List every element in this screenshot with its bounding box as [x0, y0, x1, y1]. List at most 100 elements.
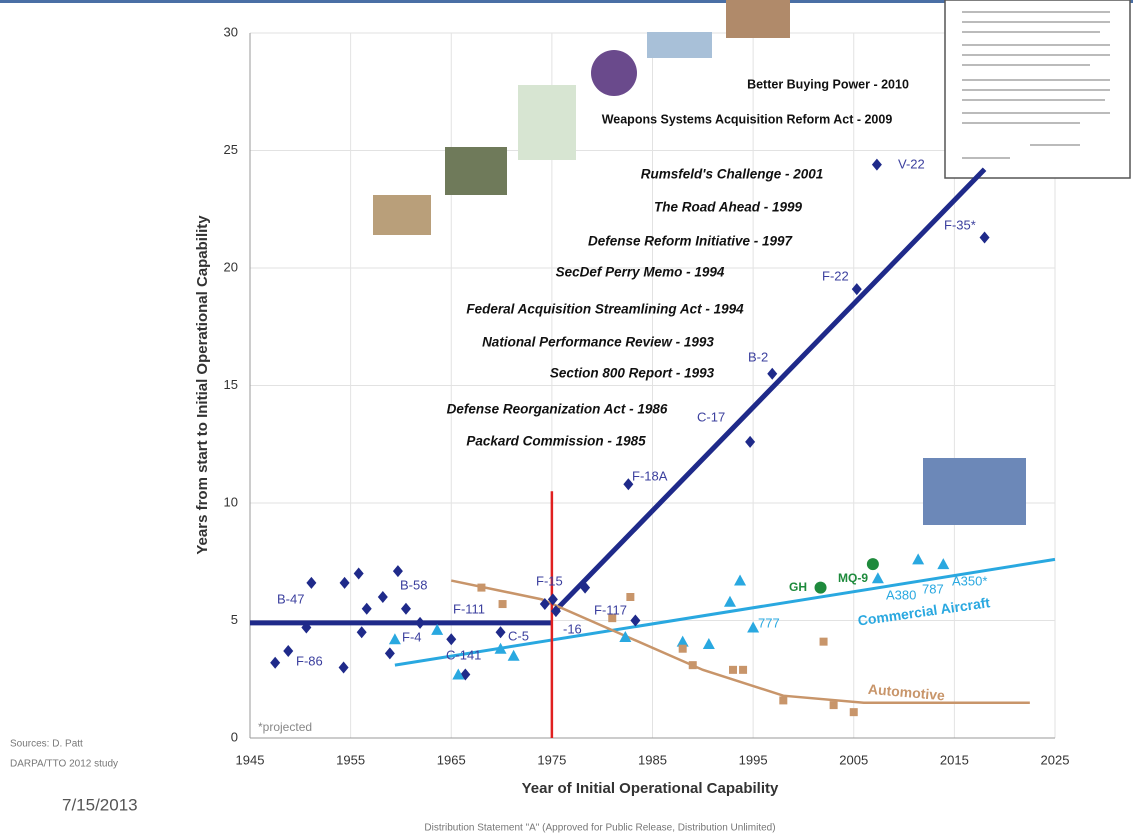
x-tick-label: 1945 [236, 752, 265, 767]
policy-event: Section 800 Report - 1993 [550, 366, 715, 381]
x-tick-label: 1975 [537, 752, 566, 767]
point [912, 553, 924, 564]
policy-event: SecDef Perry Memo - 1994 [556, 265, 725, 280]
point-label: B-58 [400, 577, 427, 592]
point [283, 645, 293, 657]
y-tick-label: 25 [224, 142, 238, 157]
point-label: C-141 [446, 647, 481, 662]
point [703, 638, 715, 649]
point [724, 596, 736, 607]
y-tick-label: 30 [224, 24, 238, 39]
line-label: Automotive [867, 681, 945, 704]
point [496, 626, 506, 638]
point [477, 584, 485, 592]
y-axis-title: Years from start to Initial Operational … [194, 215, 211, 555]
page: 0 5 10 15 20 25 30 1945 1955 1965 1975 1985 1995 2005… [0, 0, 1133, 836]
image [591, 50, 637, 96]
point [431, 624, 443, 635]
image [923, 458, 1026, 525]
point-label: MQ-9 [838, 571, 868, 585]
x-tick-label: 1965 [437, 752, 466, 767]
line-label: Commercial Aircraft [857, 594, 992, 628]
point-label: F-22 [822, 268, 849, 283]
point-label: F-117 [594, 602, 627, 617]
y-tick-label: 0 [231, 729, 238, 744]
point-label: 787 [922, 581, 944, 596]
point [689, 661, 697, 669]
point [872, 572, 884, 583]
x-tick-label: 1955 [336, 752, 365, 767]
policy-event: Defense Reorganization Act - 1986 [447, 402, 668, 417]
source-line: DARPA/TTO 2012 study [10, 759, 118, 770]
policy-event: Packard Commission - 1985 [466, 434, 646, 449]
y-tick-label: 15 [224, 377, 238, 392]
point [389, 633, 401, 644]
image [726, 0, 790, 38]
image [518, 85, 576, 160]
point [734, 575, 746, 586]
policy-event: Better Buying Power - 2010 [747, 77, 909, 91]
date: 7/15/2013 [62, 795, 138, 814]
point [393, 565, 403, 577]
point [339, 662, 349, 674]
policy-event: Defense Reform Initiative - 1997 [588, 234, 794, 249]
source-line: Sources: D. Patt [10, 739, 83, 750]
x-tick-label: 1985 [638, 752, 667, 767]
point [937, 558, 949, 569]
point-label: F-4 [402, 629, 422, 644]
point-label: F-111 [453, 601, 485, 616]
point [357, 626, 367, 638]
point [767, 368, 777, 380]
point [401, 603, 411, 615]
point-label: F-35* [944, 217, 976, 232]
point [850, 708, 858, 716]
point-label: V-22 [898, 156, 925, 171]
point-label: A350* [952, 573, 987, 588]
point [385, 647, 395, 659]
point-label: -16 [563, 621, 582, 636]
x-tick-label: 1995 [739, 752, 768, 767]
point [340, 577, 350, 589]
point-label: C-5 [508, 628, 529, 643]
point [872, 159, 882, 171]
policy-event: Weapons Systems Acquisition Reform Act -… [602, 112, 893, 126]
image [373, 195, 431, 235]
policy-event: National Performance Review - 1993 [482, 335, 714, 350]
projected-note: *projected [258, 720, 312, 734]
point [306, 577, 316, 589]
point-label: B-47 [277, 591, 304, 606]
point [815, 582, 827, 594]
point [679, 645, 687, 653]
point-label: B-2 [748, 349, 768, 364]
distribution-statement: Distribution Statement "A" (Approved for… [424, 823, 775, 834]
point-label: C-17 [697, 409, 725, 424]
point-label: GH [789, 580, 807, 594]
x-axis-title: Year of Initial Operational Capability [522, 780, 779, 797]
point-label: F-86 [296, 653, 323, 668]
image [647, 32, 712, 58]
policy-event: The Road Ahead - 1999 [654, 200, 803, 215]
x-tick-label: 2005 [839, 752, 868, 767]
point [830, 701, 838, 709]
point [867, 558, 879, 570]
point-label: 777 [758, 615, 780, 630]
point [446, 633, 456, 645]
policy-event: Federal Acquisition Streamlining Act - 1… [466, 302, 744, 317]
y-tick-label: 10 [224, 494, 238, 509]
policy-event: Rumsfeld's Challenge - 2001 [641, 167, 824, 182]
point [362, 603, 372, 615]
point-label: F-15 [536, 573, 563, 588]
x-tick-label: 2015 [940, 752, 969, 767]
point [499, 600, 507, 608]
point [739, 666, 747, 674]
y-tick-label: 20 [224, 259, 238, 274]
image [445, 147, 507, 195]
point [729, 666, 737, 674]
point [415, 617, 425, 629]
point [354, 568, 364, 580]
y-tick-label: 5 [231, 612, 238, 627]
point [378, 591, 388, 603]
point [779, 696, 787, 704]
point-label: A380 [886, 587, 916, 602]
point [980, 231, 990, 243]
